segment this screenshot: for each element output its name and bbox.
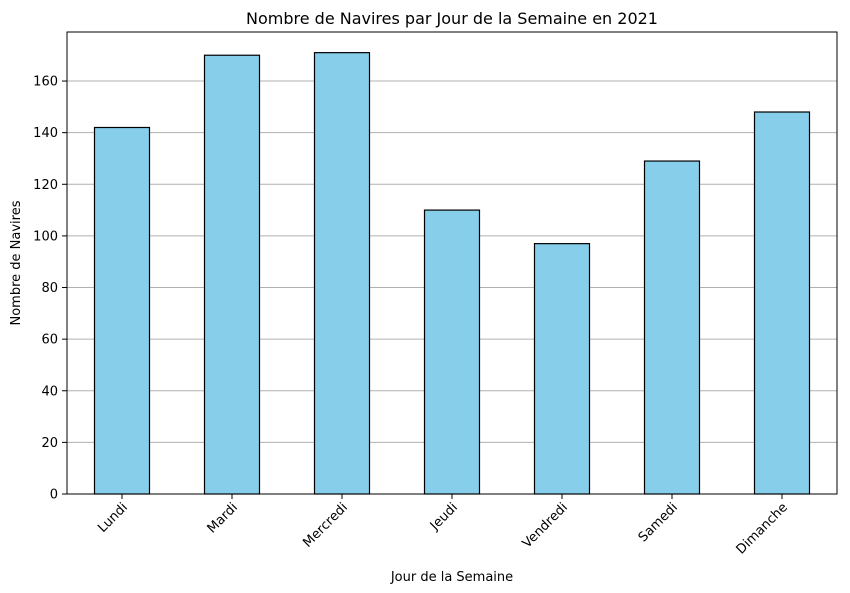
bar-samedi [643, 160, 701, 495]
x-tick-label: Jeudi [427, 500, 461, 534]
y-axis-ticks: 0 20 40 60 80 100 120 140 160 [33, 75, 67, 503]
x-tick-label: Mercredi [300, 500, 350, 550]
x-axis-label: Jour de la Semaine [390, 570, 513, 585]
y-tick-label: 0 [50, 488, 58, 503]
x-tick-label: Samedi [636, 500, 681, 545]
y-tick-label: 80 [41, 281, 58, 296]
y-axis-label: Nombre de Navires [9, 200, 24, 325]
x-tick-label: Dimanche [734, 500, 791, 557]
bars [93, 52, 811, 495]
y-tick-label: 40 [41, 384, 58, 399]
y-tick-label: 120 [33, 178, 58, 193]
y-tick-label: 140 [33, 126, 58, 141]
bar-dimanche [753, 111, 811, 495]
x-tick-label: Lundi [95, 500, 131, 536]
bar-jeudi [423, 209, 481, 495]
bar-lundi [93, 126, 151, 495]
y-tick-label: 60 [41, 333, 58, 348]
x-tick-label: Mardi [205, 500, 241, 536]
y-tick-label: 100 [33, 229, 58, 244]
bar-mardi [203, 54, 261, 495]
bar-vendredi [533, 243, 591, 495]
x-axis-ticks: Lundi Mardi Mercredi Jeudi Vendredi Samedi Dim… [95, 494, 791, 557]
y-tick-label: 160 [33, 75, 58, 90]
x-tick-label: Vendredi [520, 500, 571, 551]
chart-title: Nombre de Navires par Jour de la Semaine… [246, 9, 658, 28]
bar-mercredi [313, 52, 371, 495]
y-tick-label: 20 [41, 436, 58, 451]
